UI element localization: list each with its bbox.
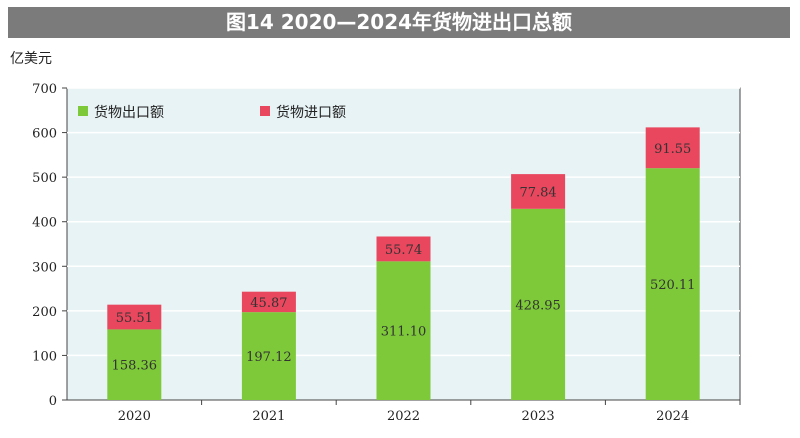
- data-label: 197.12: [246, 350, 292, 365]
- bar-export: [107, 329, 162, 400]
- bar-import: [107, 304, 162, 330]
- x-tick-label: 2021: [252, 409, 285, 424]
- bar-export: [241, 312, 296, 400]
- y-tick-label: 500: [32, 171, 57, 186]
- x-tick-label: 2020: [118, 409, 151, 424]
- data-label: 91.55: [654, 142, 691, 157]
- x-tick-label: 2023: [522, 409, 555, 424]
- x-tick-label: 2024: [656, 409, 689, 424]
- legend-label: 货物进口额: [276, 104, 346, 121]
- y-axis-unit-label: 亿美元: [10, 51, 52, 67]
- data-label: 311.10: [381, 325, 427, 340]
- chart-title: 图14 2020—2024年货物进出口总额: [8, 7, 790, 38]
- y-tick-label: 300: [32, 260, 57, 275]
- bar-export: [511, 208, 566, 400]
- y-tick-label: 700: [32, 82, 57, 97]
- bar-import: [645, 127, 700, 169]
- bar-export: [645, 168, 700, 400]
- bar-import: [376, 236, 431, 262]
- bar-import: [241, 291, 296, 313]
- data-label: 158.36: [112, 359, 158, 374]
- y-tick-label: 0: [49, 394, 57, 409]
- y-tick-label: 100: [32, 349, 57, 364]
- data-label: 520.11: [650, 278, 696, 293]
- data-label: 55.51: [116, 311, 153, 326]
- bar-export: [376, 261, 431, 400]
- y-tick-label: 200: [32, 305, 57, 320]
- data-label: 77.84: [519, 185, 556, 200]
- y-tick-label: 400: [32, 216, 57, 231]
- bar-import: [511, 174, 566, 209]
- data-label: 55.74: [385, 243, 422, 258]
- x-tick-label: 2022: [387, 409, 420, 424]
- legend-swatch: [78, 106, 88, 116]
- data-label: 428.95: [515, 298, 561, 313]
- legend-swatch: [260, 106, 270, 116]
- legend-label: 货物出口额: [94, 104, 164, 121]
- y-tick-label: 600: [32, 127, 57, 142]
- data-label: 45.87: [250, 296, 287, 311]
